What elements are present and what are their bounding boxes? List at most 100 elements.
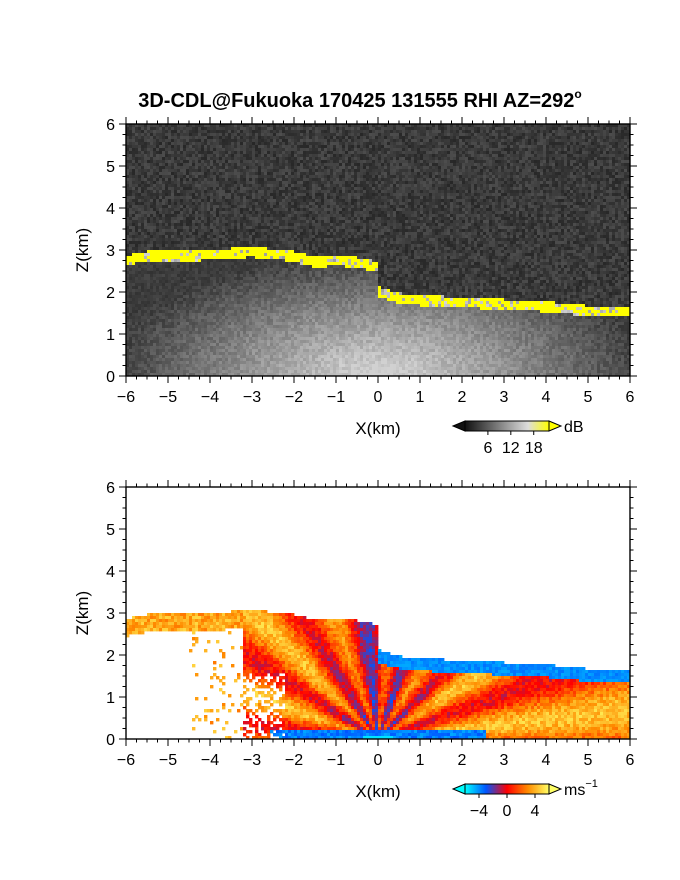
snr-cell — [225, 136, 229, 140]
snr-cell — [396, 208, 400, 212]
snr-cell — [459, 208, 463, 212]
snr-cell — [453, 190, 457, 194]
snr-cell — [474, 160, 478, 164]
snr-cell — [159, 193, 163, 197]
snr-cell — [531, 157, 535, 161]
snr-cell — [474, 127, 478, 131]
snr-cell — [309, 136, 313, 140]
snr-cell — [456, 211, 460, 215]
snr-cell — [516, 163, 520, 167]
snr-cell — [624, 151, 628, 155]
snr-cell — [456, 172, 460, 176]
snr-cell — [306, 199, 310, 203]
snr-cell — [258, 184, 262, 188]
snr-cell — [204, 157, 208, 161]
snr-cell — [141, 199, 145, 203]
snr-cell — [456, 160, 460, 164]
snr-cell — [582, 172, 586, 176]
snr-cell — [429, 184, 433, 188]
snr-cell — [366, 166, 370, 170]
snr-cell — [354, 178, 358, 182]
snr-cell — [414, 175, 418, 179]
snr-cell — [231, 124, 235, 128]
snr-cell — [222, 151, 226, 155]
snr-cell — [612, 190, 616, 194]
snr-cell — [549, 160, 553, 164]
snr-cell — [414, 127, 418, 131]
snr-cell — [204, 196, 208, 200]
snr-cell — [336, 178, 340, 182]
snr-cell — [387, 193, 391, 197]
snr-cell — [138, 166, 142, 170]
snr-cell — [306, 163, 310, 167]
snr-cell — [384, 148, 388, 152]
snr-cell — [492, 190, 496, 194]
snr-cell — [504, 193, 508, 197]
snr-cell — [552, 187, 556, 191]
snr-cell — [255, 151, 259, 155]
snr-cell — [408, 193, 412, 197]
snr-cell — [336, 145, 340, 149]
snr-cell — [261, 175, 265, 179]
snr-cell — [531, 142, 535, 146]
snr-cell — [546, 145, 550, 149]
snr-cell — [501, 145, 505, 149]
snr-cell — [174, 148, 178, 152]
snr-cell — [531, 160, 535, 164]
snr-cell — [534, 181, 538, 185]
snr-cell — [222, 190, 226, 194]
snr-cell — [513, 148, 517, 152]
snr-cell — [558, 193, 562, 197]
snr-cell — [267, 154, 271, 158]
snr-cell — [468, 160, 472, 164]
snr-cell — [300, 169, 304, 173]
snr-cell — [606, 163, 610, 167]
snr-cell — [210, 181, 214, 185]
snr-cell — [498, 166, 502, 170]
snr-cell — [264, 148, 268, 152]
snr-cell — [621, 208, 625, 212]
snr-cell — [528, 133, 532, 137]
snr-cell — [384, 145, 388, 149]
snr-cell — [198, 151, 202, 155]
snr-cell — [318, 151, 322, 155]
snr-cell — [462, 142, 466, 146]
snr-cell — [453, 151, 457, 155]
snr-cell — [513, 166, 517, 170]
snr-cell — [336, 202, 340, 206]
snr-cell — [576, 187, 580, 191]
snr-cell — [531, 178, 535, 182]
snr-cell — [129, 184, 133, 188]
snr-cell — [480, 208, 484, 212]
snr-cell — [333, 136, 337, 140]
snr-cell — [624, 169, 628, 173]
snr-cell — [441, 133, 445, 137]
snr-cell — [243, 160, 247, 164]
snr-cell — [477, 139, 481, 143]
snr-cell — [192, 139, 196, 143]
snr-cell — [210, 166, 214, 170]
snr-cell — [336, 181, 340, 185]
snr-cell — [228, 181, 232, 185]
snr-cell — [381, 211, 385, 215]
snr-cell — [393, 127, 397, 131]
snr-cell — [570, 208, 574, 212]
snr-cell — [351, 124, 355, 128]
snr-cell — [276, 199, 280, 203]
snr-cell — [462, 184, 466, 188]
snr-cell — [408, 163, 412, 167]
snr-cell — [402, 166, 406, 170]
snr-cell — [459, 127, 463, 131]
snr-cell — [162, 211, 166, 215]
snr-cell — [282, 196, 286, 200]
snr-cell — [252, 157, 256, 161]
snr-cell — [339, 169, 343, 173]
snr-cell — [465, 139, 469, 143]
snr-cell — [408, 205, 412, 209]
snr-cell — [279, 172, 283, 176]
snr-cell — [210, 124, 214, 128]
snr-cell — [588, 172, 592, 176]
snr-cell — [276, 193, 280, 197]
snr-cell — [621, 124, 625, 128]
snr-cell — [333, 208, 337, 212]
